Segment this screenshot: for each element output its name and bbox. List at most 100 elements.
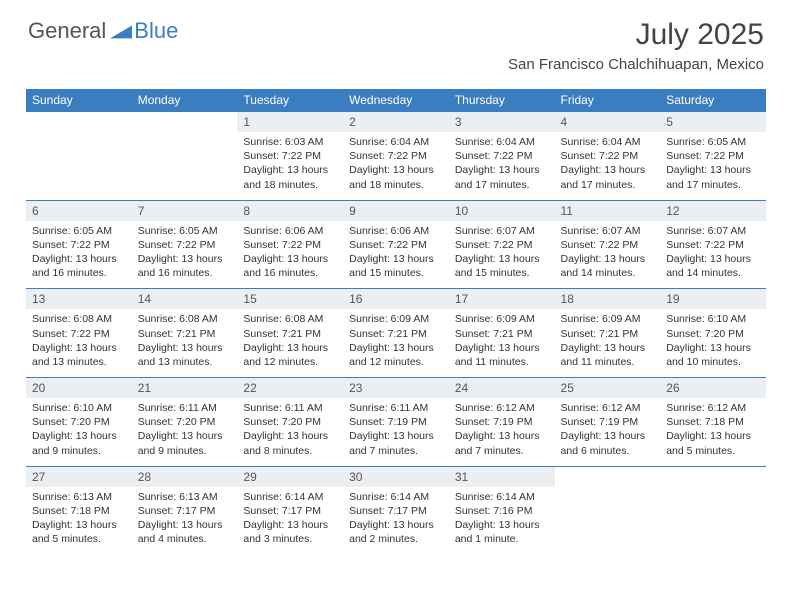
sunset-text: Sunset: 7:22 PM: [243, 238, 337, 252]
sunrise-text: Sunrise: 6:07 AM: [455, 224, 549, 238]
daylight-text-1: Daylight: 13 hours: [243, 252, 337, 266]
daylight-text-1: Daylight: 13 hours: [32, 341, 126, 355]
day-number-cell: 27: [26, 466, 132, 487]
daylight-text-2: and 16 minutes.: [32, 266, 126, 280]
daylight-text-2: and 7 minutes.: [455, 444, 549, 458]
sunset-text: Sunset: 7:18 PM: [32, 504, 126, 518]
daylight-text-2: and 1 minute.: [455, 532, 549, 546]
daylight-text-2: and 17 minutes.: [561, 178, 655, 192]
day-content-row: Sunrise: 6:08 AMSunset: 7:22 PMDaylight:…: [26, 309, 766, 377]
sunrise-text: Sunrise: 6:14 AM: [455, 490, 549, 504]
title-month: July 2025: [508, 18, 764, 52]
sunset-text: Sunset: 7:19 PM: [561, 415, 655, 429]
sunrise-text: Sunrise: 6:04 AM: [561, 135, 655, 149]
daylight-text-1: Daylight: 13 hours: [32, 252, 126, 266]
logo-text-general: General: [28, 18, 106, 44]
day-number-cell: 23: [343, 378, 449, 399]
day-number-cell: 2: [343, 112, 449, 133]
daylight-text-1: Daylight: 13 hours: [349, 429, 443, 443]
daylight-text-2: and 12 minutes.: [349, 355, 443, 369]
title-block: July 2025 San Francisco Chalchihuapan, M…: [508, 18, 764, 73]
sunrise-text: Sunrise: 6:05 AM: [666, 135, 760, 149]
day-number-row: 2728293031: [26, 466, 766, 487]
daylight-text-2: and 15 minutes.: [349, 266, 443, 280]
day-content-cell: Sunrise: 6:11 AMSunset: 7:19 PMDaylight:…: [343, 398, 449, 466]
daylight-text-1: Daylight: 13 hours: [666, 341, 760, 355]
day-content-cell: Sunrise: 6:10 AMSunset: 7:20 PMDaylight:…: [26, 398, 132, 466]
sunrise-text: Sunrise: 6:14 AM: [243, 490, 337, 504]
daylight-text-1: Daylight: 13 hours: [349, 163, 443, 177]
sunrise-text: Sunrise: 6:09 AM: [349, 312, 443, 326]
day-number-row: 20212223242526: [26, 378, 766, 399]
sunrise-text: Sunrise: 6:05 AM: [138, 224, 232, 238]
daylight-text-1: Daylight: 13 hours: [32, 518, 126, 532]
day-number-cell: 10: [449, 200, 555, 221]
daylight-text-2: and 14 minutes.: [666, 266, 760, 280]
daylight-text-2: and 9 minutes.: [32, 444, 126, 458]
daylight-text-2: and 7 minutes.: [349, 444, 443, 458]
day-content-row: Sunrise: 6:05 AMSunset: 7:22 PMDaylight:…: [26, 221, 766, 289]
day-number-cell: 16: [343, 289, 449, 310]
sunrise-text: Sunrise: 6:11 AM: [349, 401, 443, 415]
day-content-cell: Sunrise: 6:12 AMSunset: 7:19 PMDaylight:…: [449, 398, 555, 466]
day-number-cell: 31: [449, 466, 555, 487]
day-number-cell: 3: [449, 112, 555, 133]
daylight-text-2: and 15 minutes.: [455, 266, 549, 280]
daylight-text-1: Daylight: 13 hours: [138, 252, 232, 266]
daylight-text-2: and 6 minutes.: [561, 444, 655, 458]
day-content-row: Sunrise: 6:03 AMSunset: 7:22 PMDaylight:…: [26, 132, 766, 200]
daylight-text-1: Daylight: 13 hours: [349, 252, 443, 266]
day-header-cell: Saturday: [660, 89, 766, 112]
day-content-cell: Sunrise: 6:07 AMSunset: 7:22 PMDaylight:…: [660, 221, 766, 289]
daylight-text-2: and 17 minutes.: [666, 178, 760, 192]
sunset-text: Sunset: 7:20 PM: [138, 415, 232, 429]
sunset-text: Sunset: 7:22 PM: [349, 149, 443, 163]
day-content-cell: Sunrise: 6:04 AMSunset: 7:22 PMDaylight:…: [343, 132, 449, 200]
day-content-cell: Sunrise: 6:06 AMSunset: 7:22 PMDaylight:…: [343, 221, 449, 289]
sunset-text: Sunset: 7:21 PM: [243, 327, 337, 341]
day-number-cell: 12: [660, 200, 766, 221]
sunrise-text: Sunrise: 6:13 AM: [32, 490, 126, 504]
day-content-cell: Sunrise: 6:10 AMSunset: 7:20 PMDaylight:…: [660, 309, 766, 377]
day-content-cell: Sunrise: 6:13 AMSunset: 7:17 PMDaylight:…: [132, 487, 238, 555]
daylight-text-1: Daylight: 13 hours: [455, 163, 549, 177]
daylight-text-2: and 14 minutes.: [561, 266, 655, 280]
day-number-cell: 7: [132, 200, 238, 221]
sunrise-text: Sunrise: 6:06 AM: [243, 224, 337, 238]
day-content-cell: Sunrise: 6:03 AMSunset: 7:22 PMDaylight:…: [237, 132, 343, 200]
daylight-text-1: Daylight: 13 hours: [349, 518, 443, 532]
sunrise-text: Sunrise: 6:12 AM: [666, 401, 760, 415]
day-number-cell: 19: [660, 289, 766, 310]
day-content-cell: Sunrise: 6:14 AMSunset: 7:16 PMDaylight:…: [449, 487, 555, 555]
day-number-cell: 21: [132, 378, 238, 399]
day-content-row: Sunrise: 6:13 AMSunset: 7:18 PMDaylight:…: [26, 487, 766, 555]
daylight-text-1: Daylight: 13 hours: [138, 341, 232, 355]
daylight-text-1: Daylight: 13 hours: [455, 252, 549, 266]
sunset-text: Sunset: 7:19 PM: [349, 415, 443, 429]
sunset-text: Sunset: 7:22 PM: [455, 149, 549, 163]
daylight-text-2: and 13 minutes.: [138, 355, 232, 369]
day-number-row: 12345: [26, 112, 766, 133]
sunset-text: Sunset: 7:21 PM: [455, 327, 549, 341]
day-content-cell: Sunrise: 6:12 AMSunset: 7:18 PMDaylight:…: [660, 398, 766, 466]
day-content-cell: Sunrise: 6:09 AMSunset: 7:21 PMDaylight:…: [343, 309, 449, 377]
sunrise-text: Sunrise: 6:12 AM: [455, 401, 549, 415]
day-number-row: 13141516171819: [26, 289, 766, 310]
day-number-cell: [660, 466, 766, 487]
daylight-text-2: and 12 minutes.: [243, 355, 337, 369]
day-number-cell: 20: [26, 378, 132, 399]
day-content-row: Sunrise: 6:10 AMSunset: 7:20 PMDaylight:…: [26, 398, 766, 466]
daylight-text-2: and 9 minutes.: [138, 444, 232, 458]
day-content-cell: Sunrise: 6:05 AMSunset: 7:22 PMDaylight:…: [660, 132, 766, 200]
title-location: San Francisco Chalchihuapan, Mexico: [508, 56, 764, 73]
sunset-text: Sunset: 7:19 PM: [455, 415, 549, 429]
sunrise-text: Sunrise: 6:08 AM: [32, 312, 126, 326]
day-content-cell: Sunrise: 6:08 AMSunset: 7:21 PMDaylight:…: [132, 309, 238, 377]
daylight-text-1: Daylight: 13 hours: [138, 518, 232, 532]
day-header-cell: Tuesday: [237, 89, 343, 112]
day-content-cell: [660, 487, 766, 555]
daylight-text-2: and 16 minutes.: [138, 266, 232, 280]
sunset-text: Sunset: 7:22 PM: [666, 238, 760, 252]
day-number-cell: 17: [449, 289, 555, 310]
day-content-cell: Sunrise: 6:11 AMSunset: 7:20 PMDaylight:…: [132, 398, 238, 466]
